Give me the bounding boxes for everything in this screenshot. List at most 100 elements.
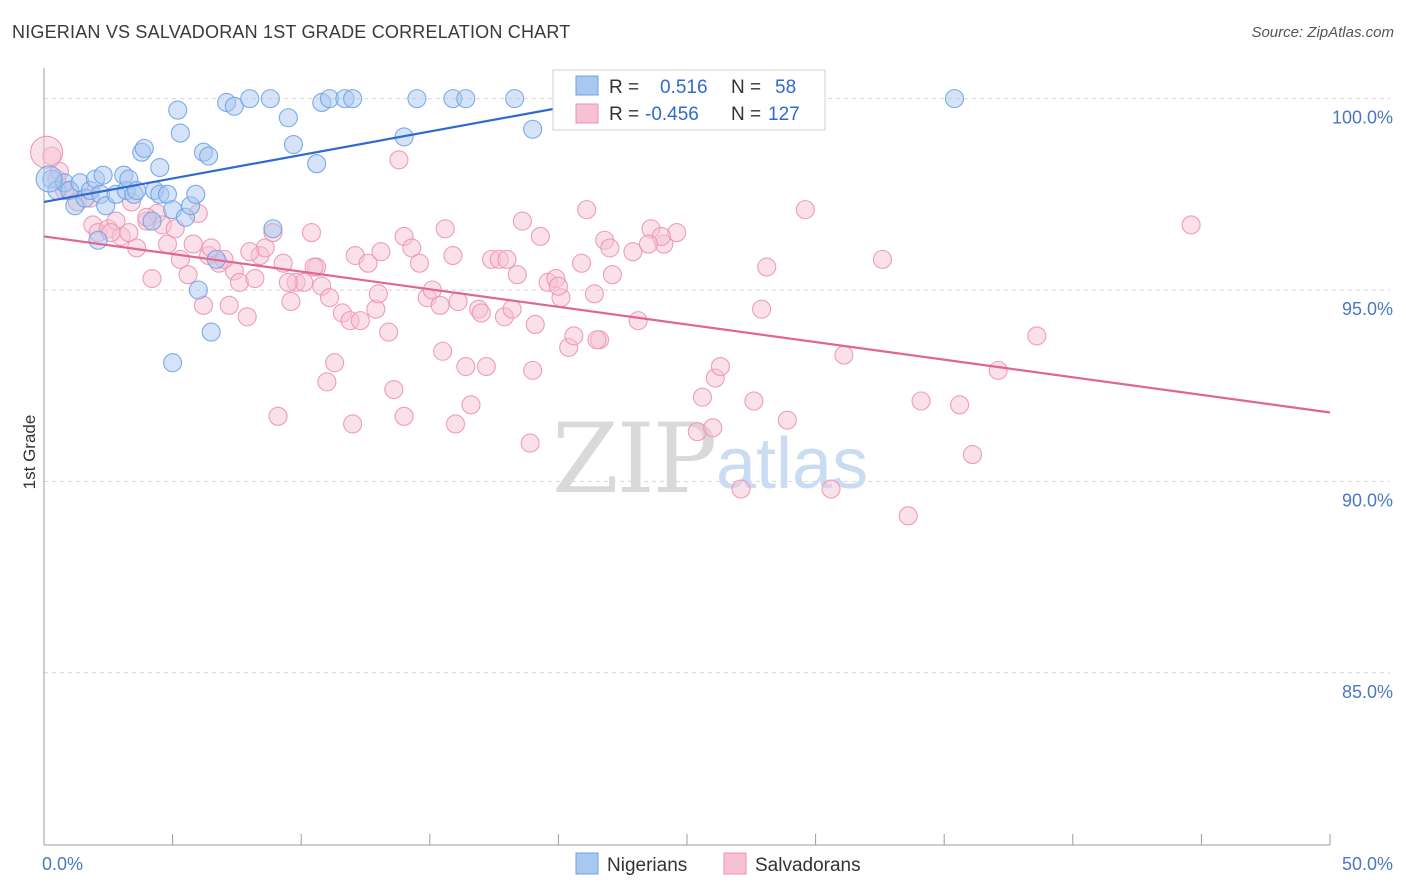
salvadoran-point [777,410,797,430]
salvadoran-point [523,360,543,380]
salvadoran-point [525,314,545,334]
nigerian-point [88,230,108,250]
series-legend: Nigerians Salvadorans [575,852,861,876]
salvadoran-point [278,272,298,292]
nigerian-point [263,219,283,239]
nigerian-point [224,96,244,116]
salvadoran-point [430,295,450,315]
salvadoran-point [623,242,643,262]
legend-r-label-nigerians: R = [609,77,639,98]
y-tick-label: 90.0% [1342,490,1393,510]
legend-n-value-nigerians: 58 [775,77,796,98]
salvadorans-trend-line [43,235,1331,414]
bottom-legend-label-nigerians: Nigerians [607,855,687,876]
salvadoran-point [368,284,388,304]
salvadoran-point [950,395,970,415]
salvadoran-point [512,211,532,231]
salvadoran-point [731,479,751,499]
nigerian-point [278,108,298,128]
salvadoran-point [520,433,540,453]
salvadoran-point [744,391,764,411]
salvadoran-point [795,200,815,220]
salvadoran-point [834,345,854,365]
salvadoran-point [301,223,322,243]
y-tick-label: 95.0% [1342,299,1393,319]
salvadoran-point [443,246,463,266]
salvadoran-point [752,299,772,319]
salvadoran-point [497,249,517,269]
nigerian-point [201,322,221,342]
x-tick-label-max: 50.0% [1342,854,1393,874]
nigerian-point [134,138,154,158]
nigerian-point [93,165,113,185]
salvadoran-point [471,303,491,323]
salvadoran-point [325,353,345,373]
y-tick-label: 100.0% [1332,108,1393,128]
salvadoran-point [872,249,893,269]
salvadoran-point [821,479,841,499]
bottom-legend-swatch-nigerians [575,852,599,875]
salvadoran-point [571,253,592,273]
salvadoran-point [584,284,604,304]
salvadoran-point [409,253,430,273]
nigerian-point [307,154,327,174]
salvadoran-point [389,150,409,170]
salvadoran-point [379,322,399,342]
salvadoran-point [435,219,455,239]
nigerian-point [150,157,170,178]
salvadoran-point [237,307,257,327]
bottom-legend-swatch-salvadorans [723,852,747,875]
nigerian-point [523,119,543,139]
salvadoran-point [564,326,584,346]
salvadoran-point [281,291,301,312]
salvadoran-point [507,265,527,285]
legend-r-value-salvadorans: -0.456 [645,104,699,125]
source-credit: Source: ZipAtlas.com [1251,24,1394,41]
nigerian-point [407,89,427,109]
salvadoran-point [30,135,64,169]
trend-lines [43,97,1331,414]
salvadoran-point [628,311,648,331]
salvadoran-point [319,288,340,308]
nigerian-point [260,89,280,109]
nigerian-point [199,146,219,166]
salvadoran-point [268,406,288,426]
salvadoran-point [587,330,607,350]
salvadoran-point [962,445,983,465]
salvadoran-point [245,268,265,289]
legend-r-value-nigerians: 0.516 [660,77,708,98]
salvadoran-point [317,372,337,392]
nigerian-point [170,123,190,143]
salvadoran-point [219,295,239,315]
legend-n-value-salvadorans: 127 [768,104,800,125]
y-tick-label: 85.0% [1342,682,1393,702]
salvadoran-point [988,360,1008,380]
bottom-legend-label-salvadorans: Salvadorans [755,855,861,876]
salvadoran-point [898,506,918,526]
salvadoran-point [703,418,723,438]
nigerians-points [35,89,965,373]
salvadoran-point [343,414,363,434]
salvadoran-point [304,257,324,277]
salvadoran-point [530,226,550,246]
legend-swatch-nigerians [575,75,599,96]
nigerian-point [168,100,188,120]
salvadoran-point [456,357,476,377]
salvadoran-point [692,387,712,407]
nigerian-point [343,89,363,109]
salvadoran-point [445,414,466,434]
legend-r-label-salvadorans: R = [609,104,639,125]
x-axis-ticks [43,834,1331,845]
salvadoran-point [183,234,203,254]
nigerian-point [35,165,63,193]
salvadoran-point [384,379,404,400]
salvadoran-point [433,341,453,361]
salvadoran-point [476,357,496,377]
salvadoran-point [548,276,568,296]
nigerians-trend-line [43,97,611,204]
x-tick-label-min: 0.0% [42,854,83,874]
nigerian-point [188,280,208,300]
nigerian-point [505,89,525,109]
salvadoran-point [757,257,777,277]
